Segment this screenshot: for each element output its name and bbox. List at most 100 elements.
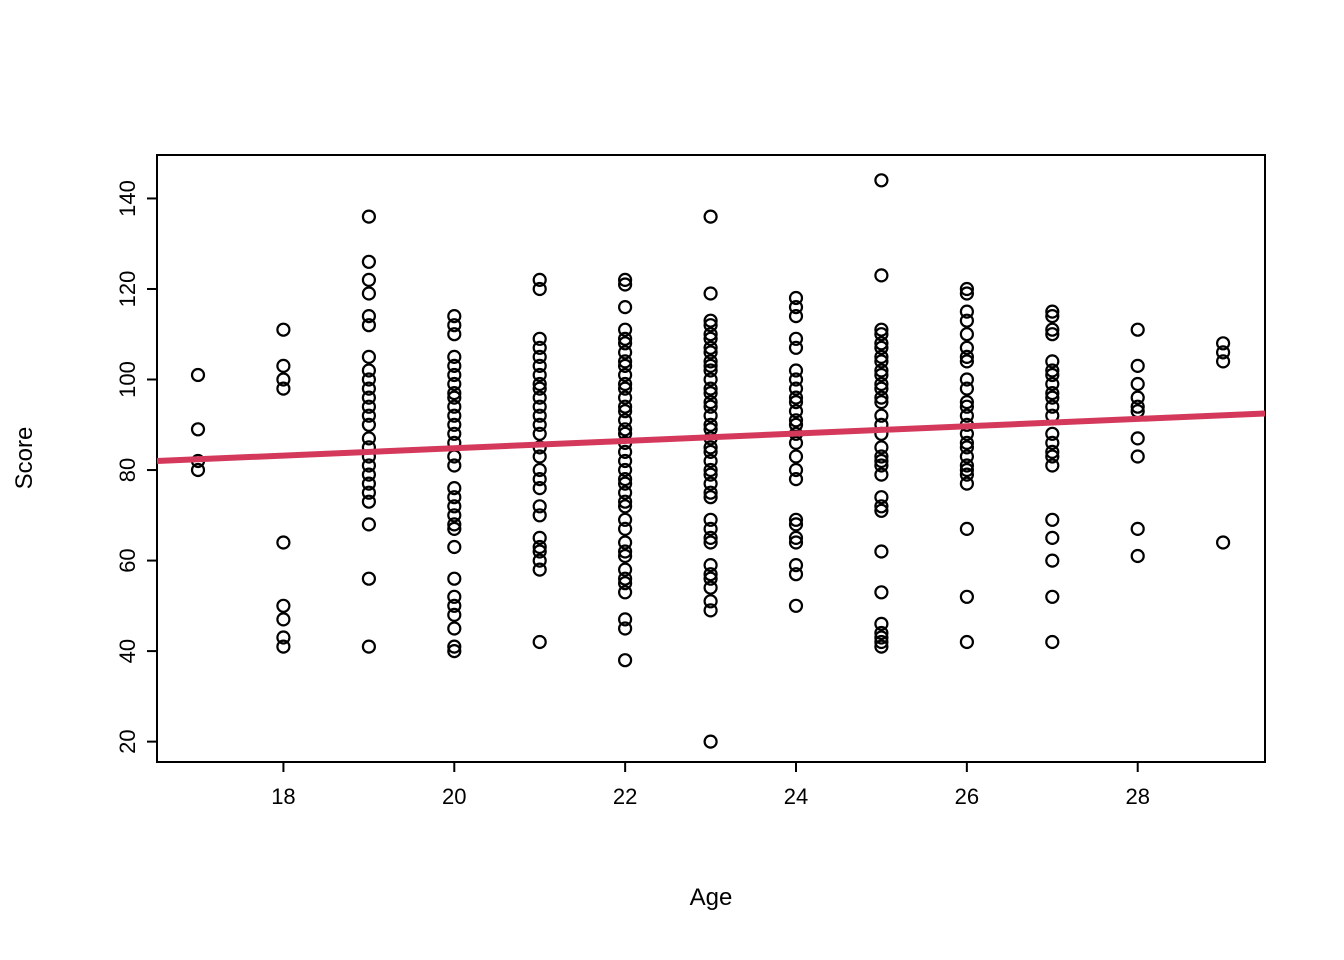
data-point (361, 494, 376, 509)
data-point (703, 571, 718, 586)
data-point (959, 521, 975, 537)
data-point (788, 435, 804, 450)
data-point (703, 521, 718, 537)
data-point (361, 381, 376, 396)
data-point (788, 530, 804, 546)
data-point (532, 367, 547, 383)
data-point (959, 304, 975, 319)
data-point (959, 327, 975, 342)
data-point (276, 639, 291, 654)
data-point (874, 453, 889, 469)
data-point (703, 331, 718, 346)
data-point (874, 367, 889, 383)
data-point (1045, 634, 1060, 650)
y-axis-title: Score (11, 427, 38, 490)
data-point (532, 426, 547, 441)
data-point (959, 408, 975, 423)
data-point (959, 395, 975, 410)
y-tick-label: 80 (115, 458, 140, 482)
data-point (190, 422, 206, 437)
data-point (703, 340, 718, 355)
data-points (190, 173, 1231, 749)
data-point (1045, 399, 1060, 414)
x-axis-title: Age (690, 884, 733, 911)
data-point (874, 499, 889, 514)
data-point (703, 444, 718, 459)
data-point (617, 413, 633, 428)
data-point (788, 413, 804, 428)
data-point (874, 336, 889, 351)
data-point (276, 381, 291, 396)
data-point (361, 458, 376, 473)
data-point (617, 521, 633, 537)
data-point (447, 639, 462, 654)
data-point (703, 417, 718, 432)
data-point (447, 458, 462, 473)
data-point (617, 621, 633, 636)
x-tick-label: 18 (271, 784, 295, 809)
data-point (1130, 521, 1145, 537)
data-point (447, 318, 462, 333)
data-point (874, 376, 889, 392)
data-point (617, 499, 633, 514)
data-point (447, 309, 462, 324)
data-point (532, 462, 547, 478)
data-point (1045, 309, 1060, 324)
data-point (959, 286, 975, 301)
data-point (1215, 354, 1231, 369)
data-point (361, 309, 376, 324)
data-point (874, 327, 889, 342)
data-point (703, 603, 718, 618)
data-point (276, 358, 291, 373)
data-point (361, 209, 376, 224)
data-point (617, 422, 633, 437)
data-point (703, 313, 718, 328)
data-point (788, 512, 804, 527)
data-point (959, 281, 975, 297)
axis-tick-labels: 18 20 22 24 26 28 20 40 60 80 100 120 140 (115, 180, 1150, 809)
data-point (617, 358, 633, 373)
data-point (190, 462, 206, 478)
data-point (447, 349, 462, 364)
data-point (532, 530, 547, 546)
data-point (361, 517, 376, 532)
data-point (532, 449, 547, 464)
data-point (703, 327, 718, 342)
data-point (532, 634, 547, 650)
data-point (959, 349, 975, 364)
data-point (1130, 390, 1145, 405)
data-point (276, 612, 291, 627)
data-point (447, 571, 462, 586)
data-point (703, 485, 718, 500)
data-point (703, 462, 718, 478)
data-point (532, 399, 547, 414)
data-point (276, 598, 291, 613)
data-point (532, 472, 547, 487)
data-point (617, 562, 633, 577)
data-point (361, 318, 376, 333)
data-point (788, 449, 804, 464)
data-point (788, 557, 804, 573)
data-point (617, 612, 633, 627)
x-tick-label: 28 (1125, 784, 1149, 809)
x-tick-label: 26 (955, 784, 979, 809)
data-point (788, 372, 804, 387)
data-point (703, 530, 718, 546)
data-point (617, 576, 633, 591)
data-point (1215, 345, 1231, 360)
data-point (788, 300, 804, 315)
data-point (703, 594, 718, 609)
data-point (361, 390, 376, 405)
data-point (1130, 358, 1145, 373)
data-point (1045, 444, 1060, 459)
data-point (874, 458, 889, 473)
data-point (532, 358, 547, 373)
data-point (703, 381, 718, 396)
data-point (874, 639, 889, 654)
data-point (617, 585, 633, 600)
data-point (276, 630, 291, 645)
data-point (874, 340, 889, 355)
data-point (361, 408, 376, 423)
data-point (532, 381, 547, 396)
